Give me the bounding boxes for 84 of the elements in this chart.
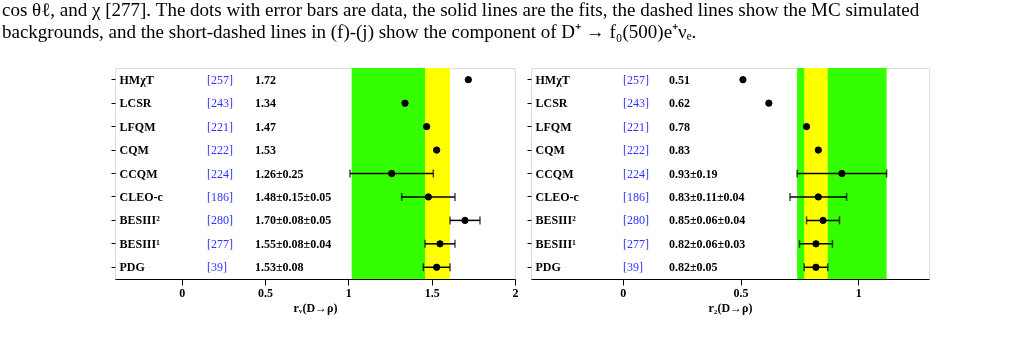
x-tick-label: 0.5 xyxy=(258,285,273,300)
y-tick-label: LFQM xyxy=(119,119,156,134)
annotation: 0.93±0.19 xyxy=(669,166,718,181)
annotation: [257] xyxy=(623,72,649,87)
x-tick-label: 0 xyxy=(620,285,627,300)
annotation: [186] xyxy=(623,189,649,204)
annotation: [257] xyxy=(207,72,233,87)
annotation: 1.47 xyxy=(255,119,276,134)
annotation: [221] xyxy=(623,119,649,134)
point xyxy=(433,146,441,154)
y-tick-label: BESIII¹ xyxy=(119,236,161,251)
point xyxy=(838,169,846,178)
annotation: 1.72 xyxy=(255,72,276,87)
annotation: 0.83±0.11±0.04 xyxy=(669,189,745,204)
annotation: 1.70±0.08±0.05 xyxy=(255,213,332,228)
point xyxy=(765,99,773,107)
annotation: 0.51 xyxy=(669,72,690,87)
annotation: 1.55±0.08±0.04 xyxy=(255,236,332,251)
y-tick-label: CQM xyxy=(535,143,565,158)
annotation: [243] xyxy=(207,96,233,111)
point xyxy=(423,122,431,131)
annotation: 0.83 xyxy=(669,143,690,158)
annotation: [222] xyxy=(623,143,649,158)
y-tick-label: BESIII² xyxy=(119,213,161,228)
point xyxy=(433,263,441,271)
y-tick-label: PDG xyxy=(535,260,561,275)
y-tick-label: LFQM xyxy=(535,119,572,134)
y-tick-label: CCQM xyxy=(535,166,574,181)
annotation: [277] xyxy=(207,236,233,251)
point xyxy=(464,76,472,84)
y-tick-label: CLEO-c xyxy=(535,189,580,204)
y-tick-label: HMχT xyxy=(535,72,570,87)
annotation: [222] xyxy=(207,143,233,158)
x-tick-label: 1.5 xyxy=(424,285,440,300)
text: backgrounds, and the short-dashed lines in (f)-(j) show the component of D⁺ → f₀(500)e⁺νₑ. xyxy=(2,20,697,43)
x-axis-title: r₂(D→ρ) xyxy=(708,300,753,315)
annotation: 1.48±0.15±0.05 xyxy=(255,189,332,204)
y-tick-label: CCQM xyxy=(119,166,158,181)
annotation: [221] xyxy=(207,119,233,134)
point xyxy=(814,146,822,154)
y-tick-label: CQM xyxy=(119,143,149,158)
point xyxy=(424,193,432,201)
annotation: 0.62 xyxy=(669,96,690,111)
point xyxy=(461,216,469,225)
annotation: 0.85±0.06±0.04 xyxy=(669,213,746,228)
point xyxy=(436,240,444,248)
x-tick-label: 0.5 xyxy=(733,285,749,300)
x-tick-label: 2 xyxy=(512,285,519,300)
point xyxy=(819,216,827,225)
point xyxy=(812,240,820,248)
annotation: 1.53±0.08 xyxy=(255,260,304,275)
point xyxy=(812,263,820,271)
annotation: 0.82±0.05 xyxy=(669,260,718,275)
point xyxy=(388,169,396,178)
point xyxy=(802,122,811,131)
x-axis-title: rᵥ(D→ρ) xyxy=(293,300,338,315)
annotation: [224] xyxy=(623,166,649,181)
y-tick-label: BESIII¹ xyxy=(535,236,577,251)
x-tick-label: 1 xyxy=(345,285,352,300)
annotation: [224] xyxy=(207,166,233,181)
annotation: 1.53 xyxy=(255,143,276,158)
annotation: 0.82±0.06±0.03 xyxy=(669,236,746,251)
y-tick-label: HMχT xyxy=(119,72,154,87)
text: cos θℓ, and χ [277]. The dots with error bars are data, the solid lines are the fits, the dashed lines show the MC simulated xyxy=(2,0,920,20)
annotation: [39] xyxy=(623,260,643,275)
x-tick-label: 0 xyxy=(179,285,186,300)
y-tick-label: LCSR xyxy=(119,96,152,111)
annotation: [280] xyxy=(207,213,233,228)
point xyxy=(739,76,747,84)
x-tick-label: 1 xyxy=(855,285,862,300)
y-tick-label: LCSR xyxy=(535,96,568,111)
y-tick-label: CLEO-c xyxy=(119,189,164,204)
annotation: 0.78 xyxy=(669,119,690,134)
annotation: [277] xyxy=(623,236,649,251)
annotation: [243] xyxy=(623,96,649,111)
point xyxy=(814,193,822,201)
annotation: 1.26±0.25 xyxy=(255,166,304,181)
annotation: [39] xyxy=(207,260,227,275)
y-tick-label: BESIII² xyxy=(535,213,577,228)
y-tick-label: PDG xyxy=(119,260,145,275)
point xyxy=(401,99,409,107)
annotation: 1.34 xyxy=(255,96,276,111)
annotation: [186] xyxy=(207,189,233,204)
annotation: [280] xyxy=(623,213,649,228)
